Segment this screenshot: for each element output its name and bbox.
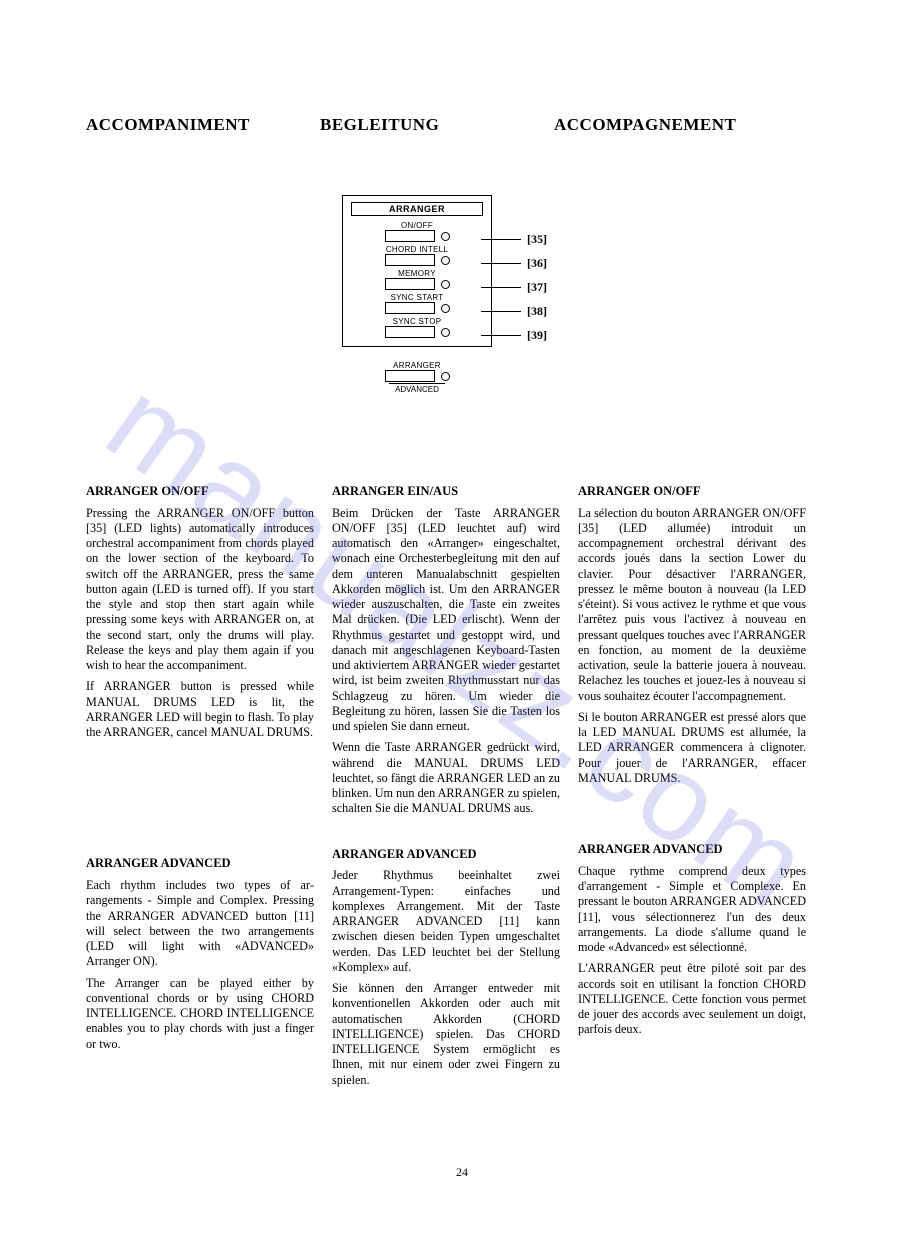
body-text: Pressing the ARRANGER ON/OFF button [35]…	[86, 506, 314, 674]
body-text: Si le bouton ARRANGER est pressé alors q…	[578, 710, 806, 786]
led-icon	[441, 256, 450, 265]
lead-line	[481, 239, 521, 240]
row-label: CHORD INTELL	[351, 245, 483, 254]
body-text: Wenn die Taste ARRANGER ge­drückt wird, …	[332, 740, 560, 816]
subhead: ARRANGER ADVANCED	[332, 847, 560, 863]
body-text: The Arranger can be played either by con…	[86, 976, 314, 1052]
section-onoff-de: ARRANGER EIN/AUS Beim Drücken der Taste …	[332, 484, 560, 817]
ref-36: [36]	[527, 256, 547, 271]
button-rect	[385, 370, 435, 382]
body-text: L'ARRANGER peut être piloté soit par des…	[578, 961, 806, 1037]
col-en: ARRANGER ON/OFF Pressing the ARRANGER ON…	[86, 484, 314, 1110]
body-text: Each rhythm includes two types of ar­ran…	[86, 878, 314, 970]
col-de: ARRANGER EIN/AUS Beim Drücken der Taste …	[332, 484, 560, 1110]
lead-line	[481, 263, 521, 264]
body-text: Jeder Rhythmus beeinhaltet zwei Arrangem…	[332, 868, 560, 975]
row-label: MEMORY	[351, 269, 483, 278]
heading-de: BEGLEITUNG	[320, 115, 554, 135]
arranger-advanced-panel: ARRANGER ADVANCED	[342, 361, 492, 394]
section-advanced-fr: ARRANGER ADVANCED Chaque rythme comprend…	[578, 842, 806, 1037]
row-label: ON/OFF	[351, 221, 483, 230]
subhead: ARRANGER ON/OFF	[578, 484, 806, 500]
heading-fr: ACCOMPAGNEMENT	[554, 115, 788, 135]
lead-line	[481, 311, 521, 312]
row-label: SYNC START	[351, 293, 483, 302]
row-memory: MEMORY [37]	[351, 269, 483, 290]
button-rect	[385, 254, 435, 266]
section-advanced-en: ARRANGER ADVANCED Each rhythm includes t…	[86, 856, 314, 1051]
led-icon	[441, 372, 450, 381]
lower-bottom-label: ADVANCED	[389, 383, 445, 394]
subhead: ARRANGER EIN/AUS	[332, 484, 560, 500]
led-icon	[441, 328, 450, 337]
section-onoff-en: ARRANGER ON/OFF Pressing the ARRANGER ON…	[86, 484, 314, 740]
col-fr: ARRANGER ON/OFF La sélection du bouton A…	[578, 484, 806, 1110]
heading-en: ACCOMPANIMENT	[86, 115, 320, 135]
row-syncstop: SYNC STOP [39]	[351, 317, 483, 338]
body-text: Chaque rythme comprend deux types d'arra…	[578, 864, 806, 956]
lead-line	[481, 335, 521, 336]
ref-35: [35]	[527, 232, 547, 247]
subhead: ARRANGER ADVANCED	[578, 842, 806, 858]
subhead: ARRANGER ON/OFF	[86, 484, 314, 500]
led-icon	[441, 232, 450, 241]
row-syncstart: SYNC START [38]	[351, 293, 483, 314]
manual-page: manualzz.com ACCOMPANIMENT BEGLEITUNG AC…	[0, 0, 918, 1240]
ref-39: [39]	[527, 328, 547, 343]
body-text: If ARRANGER button is pressed while MANU…	[86, 679, 314, 740]
arranger-diagram: ARRANGER ON/OFF [35] CHORD INTELL [36] M…	[86, 195, 838, 394]
subhead: ARRANGER ADVANCED	[86, 856, 314, 872]
page-number: 24	[86, 1165, 838, 1180]
button-rect	[385, 302, 435, 314]
text-columns: ARRANGER ON/OFF Pressing the ARRANGER ON…	[86, 484, 838, 1110]
button-rect	[385, 230, 435, 242]
panel-title: ARRANGER	[351, 202, 483, 216]
lead-line	[481, 287, 521, 288]
section-advanced-de: ARRANGER ADVANCED Jeder Rhythmus beeinha…	[332, 847, 560, 1088]
body-text: Sie können den Arranger entweder mit kon…	[332, 981, 560, 1088]
language-headings: ACCOMPANIMENT BEGLEITUNG ACCOMPAGNEMENT	[86, 115, 838, 135]
row-chord: CHORD INTELL [36]	[351, 245, 483, 266]
button-rect	[385, 326, 435, 338]
body-text: La sélection du bouton ARRANGER ON/OFF […	[578, 506, 806, 704]
led-icon	[441, 304, 450, 313]
button-rect	[385, 278, 435, 290]
lower-top-label: ARRANGER	[342, 361, 492, 370]
ref-38: [38]	[527, 304, 547, 319]
row-onoff: ON/OFF [35]	[351, 221, 483, 242]
row-label: SYNC STOP	[351, 317, 483, 326]
arranger-panel: ARRANGER ON/OFF [35] CHORD INTELL [36] M…	[342, 195, 492, 347]
section-onoff-fr: ARRANGER ON/OFF La sélection du bouton A…	[578, 484, 806, 786]
led-icon	[441, 280, 450, 289]
body-text: Beim Drücken der Taste ARRANGER ON/OFF […	[332, 506, 560, 735]
ref-37: [37]	[527, 280, 547, 295]
